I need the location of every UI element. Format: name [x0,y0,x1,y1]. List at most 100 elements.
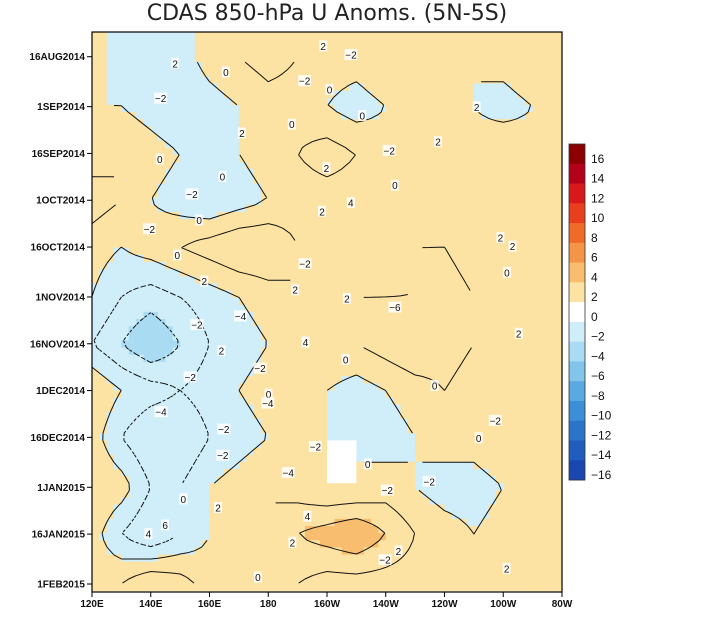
anomaly-cell [363,504,372,513]
anomaly-cell [158,140,167,149]
anomaly-cell [539,290,548,299]
anomaly-cell [216,97,225,106]
anomaly-cell [349,40,357,49]
anomaly-cell [246,176,255,185]
anomaly-cell [488,254,497,263]
anomaly-cell [312,319,321,327]
anomaly-cell [517,468,526,477]
anomaly-cell [319,411,328,420]
anomaly-cell [510,326,519,334]
anomaly-cell [231,368,240,377]
anomaly-cell [92,547,100,556]
anomaly-cell [415,69,424,77]
anomaly-cell [187,83,196,92]
anomaly-cell [371,476,379,484]
anomaly-cell [304,361,313,370]
anomaly-cell [202,376,211,384]
anomaly-cell [495,319,504,327]
anomaly-cell [385,69,394,77]
anomaly-cell [246,554,255,563]
anomaly-cell [297,283,306,292]
anomaly-cell [363,368,372,377]
anomaly-cell [290,383,299,392]
anomaly-cell [459,62,468,70]
anomaly-cell [385,97,394,106]
anomaly-cell [282,326,291,334]
anomaly-cell [371,311,379,320]
anomaly-cell [143,33,152,42]
anomaly-cell [481,154,490,163]
anomaly-cell [275,290,284,299]
anomaly-cell [99,397,108,406]
anomaly-cell [415,197,424,206]
anomaly-cell [268,147,277,156]
anomaly-cell [547,340,556,349]
anomaly-cell [327,490,335,499]
anomaly-cell [400,83,409,92]
anomaly-cell [99,547,108,556]
anomaly-cell [407,133,416,142]
anomaly-cell [554,526,562,534]
anomaly-cell [128,32,137,35]
anomaly-cell [172,319,181,327]
anomaly-cell [319,518,328,527]
anomaly-cell [187,269,196,277]
anomaly-cell [246,119,255,127]
anomaly-cell [114,554,122,563]
anomaly-cell [400,383,409,392]
anomaly-cell [407,247,416,256]
anomaly-cell [312,340,321,349]
anomaly-cell [128,433,137,441]
anomaly-cell [231,33,240,42]
anomaly-cell [92,112,100,120]
anomaly-cell [297,547,306,556]
anomaly-cell [312,290,321,299]
anomaly-cell [495,376,504,384]
anomaly-cell [312,90,321,99]
anomaly-cell [194,183,203,192]
anomaly-cell [246,297,255,306]
anomaly-cell [415,518,424,527]
anomaly-cell [407,119,416,127]
anomaly-cell [268,483,277,491]
anomaly-cell [349,497,357,506]
anomaly-cell [275,526,284,534]
anomaly-cell [304,283,313,292]
anomaly-cell [473,554,482,563]
anomaly-cell [371,526,379,534]
anomaly-cell [290,176,299,185]
anomaly-cell [253,504,262,513]
anomaly-cell [429,297,438,306]
anomaly-cell [459,561,468,570]
anomaly-cell [378,361,387,370]
anomaly-cell [400,518,409,527]
anomaly-cell [128,240,137,249]
anomaly-cell [532,354,541,363]
anomaly-cell [246,112,255,120]
anomaly-cell [327,176,335,185]
anomaly-cell [393,333,402,342]
anomaly-cell [275,40,284,49]
anomaly-cell [459,269,468,277]
anomaly-cell [547,483,556,491]
anomaly-cell [385,411,394,420]
anomaly-cell [180,62,189,70]
anomaly-cell [216,133,225,142]
anomaly-cell [341,447,350,456]
anomaly-cell [532,90,541,99]
anomaly-cell [349,568,357,577]
anomaly-cell [216,54,225,63]
anomaly-cell [459,390,468,399]
anomaly-cell [312,47,321,56]
anomaly-cell [260,32,269,35]
anomaly-cell [282,411,291,420]
anomaly-cell [422,311,431,320]
anomaly-cell [172,219,181,227]
anomaly-cell [393,483,402,491]
anomaly-cell [99,418,108,427]
anomaly-cell [99,568,108,577]
anomaly-cell [253,347,262,356]
anomaly-cell [451,54,460,63]
anomaly-cell [304,40,313,49]
anomaly-cell [334,440,343,449]
